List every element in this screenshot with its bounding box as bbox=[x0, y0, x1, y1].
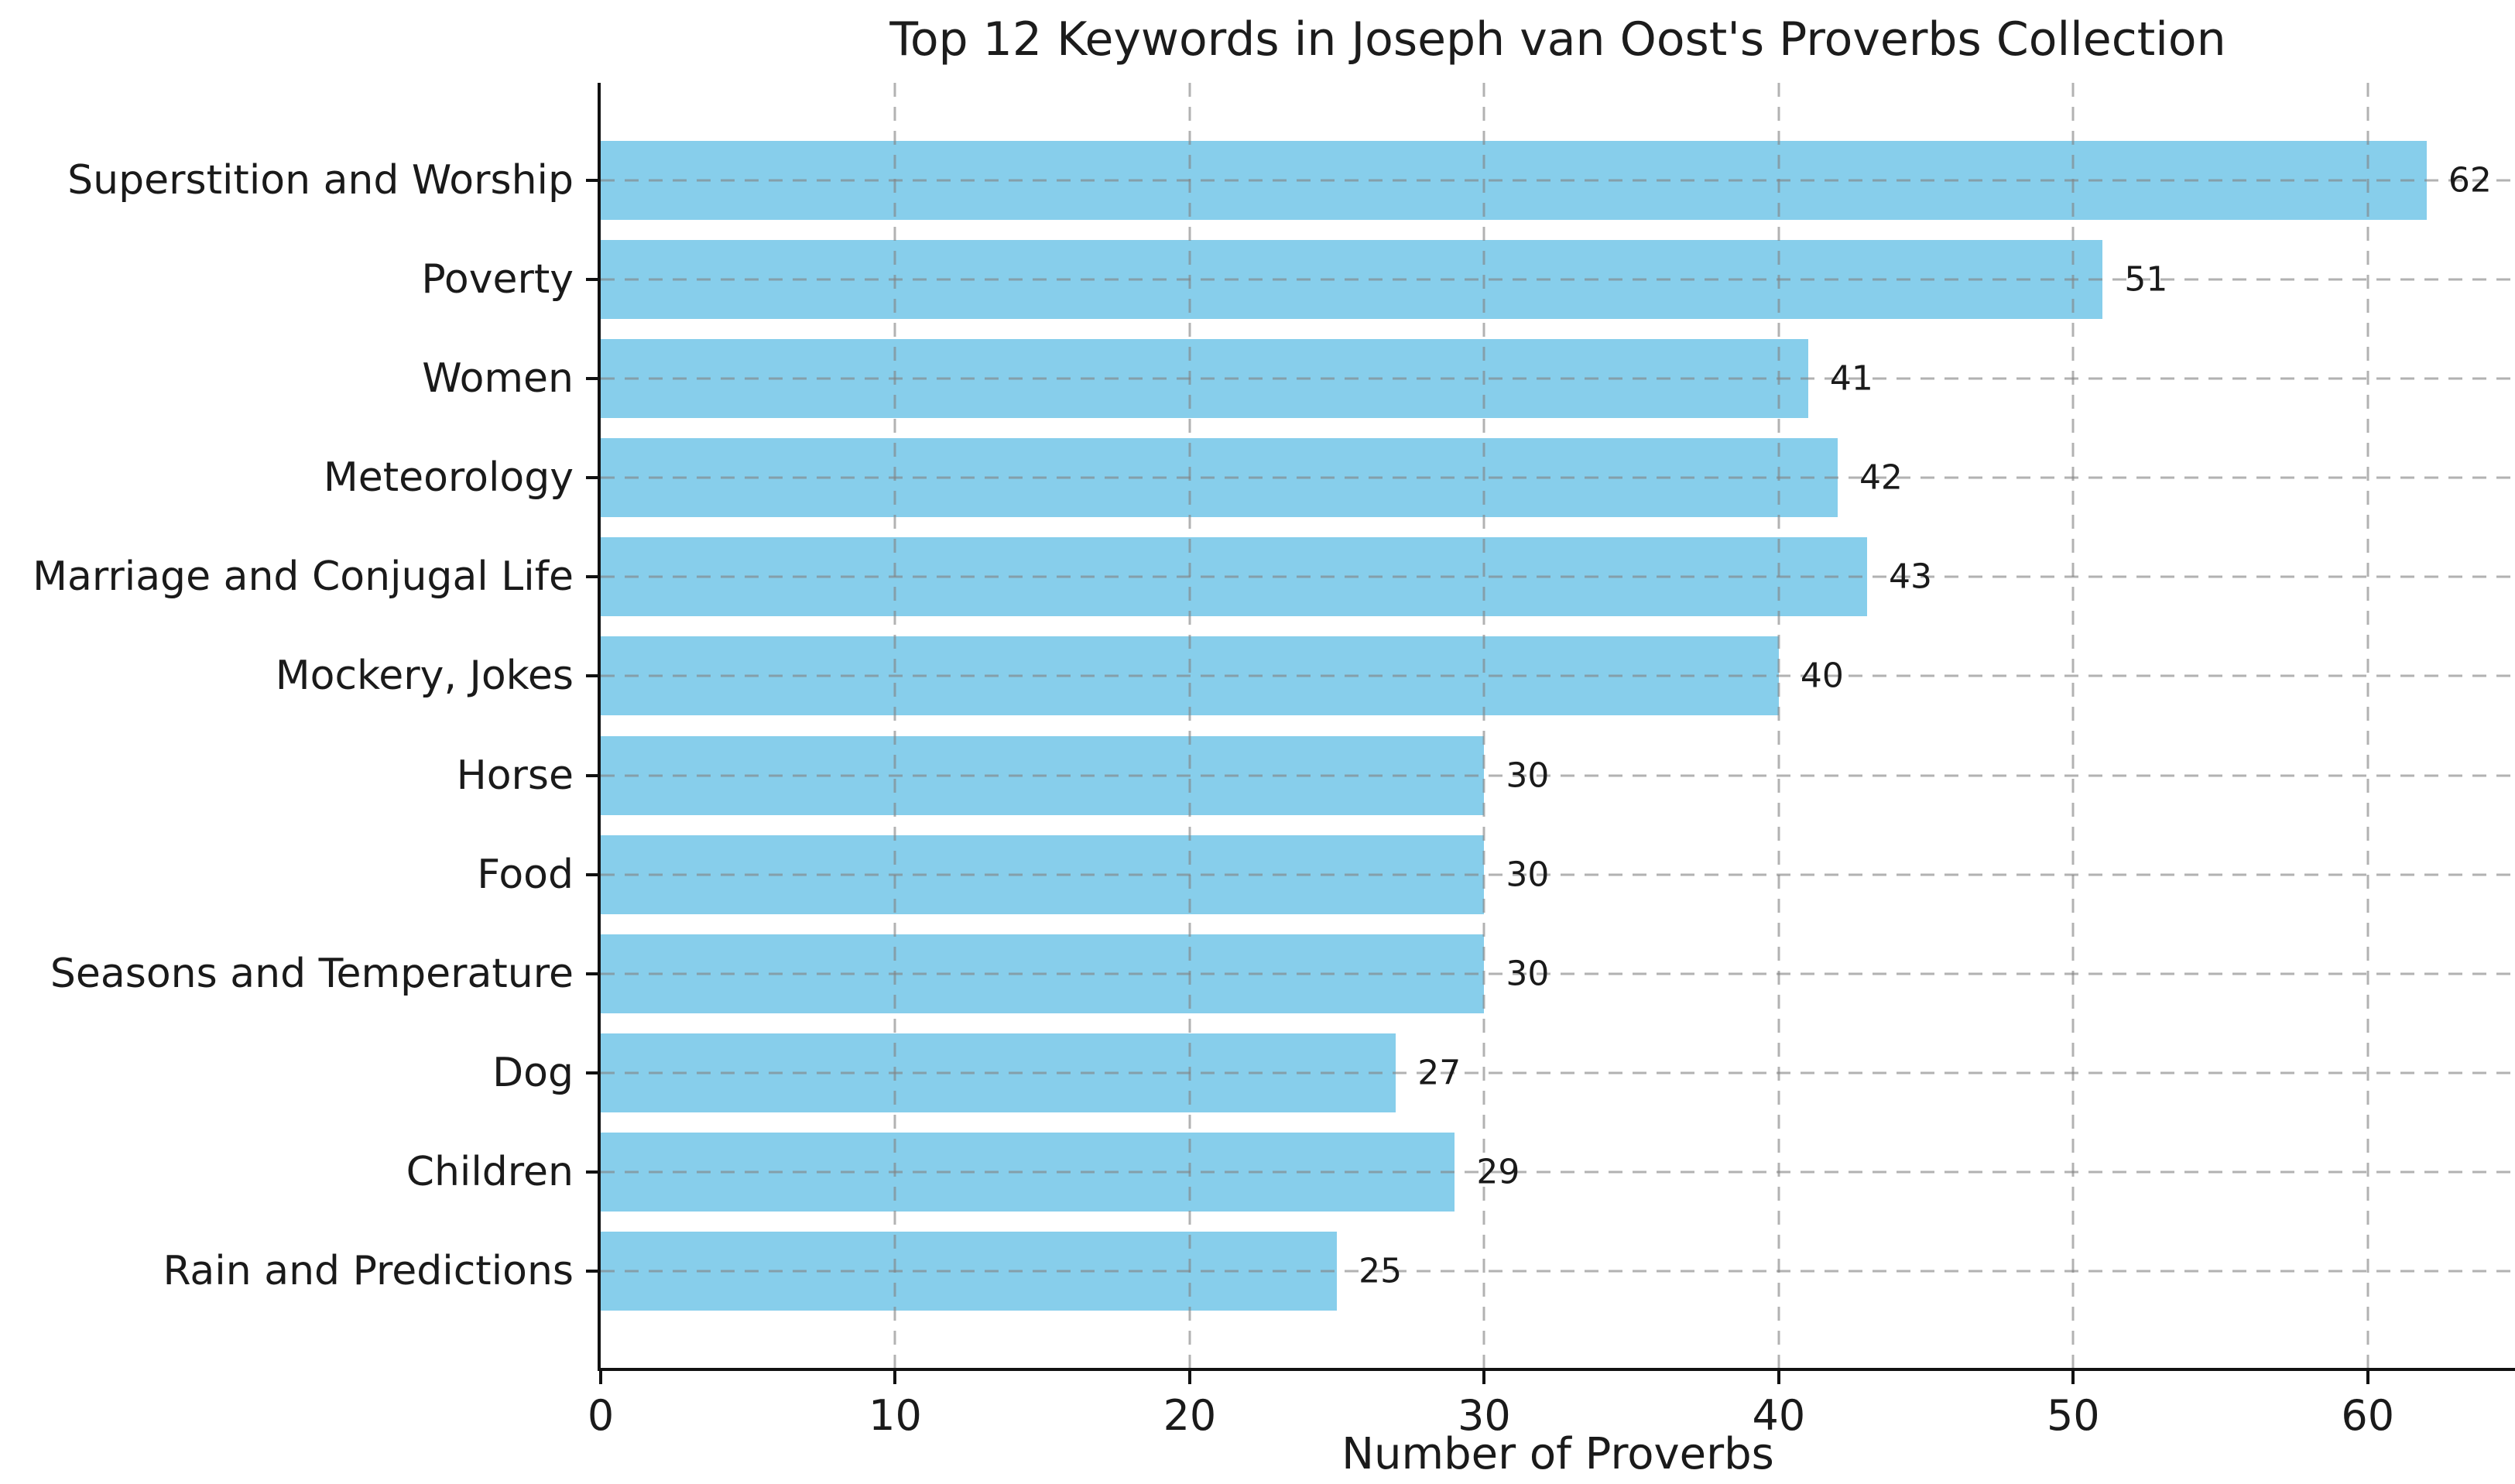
x-axis-tick-mark bbox=[1482, 1371, 1486, 1384]
x-axis-title: Number of Proverbs bbox=[1341, 1429, 1774, 1479]
y-axis-tick-mark bbox=[586, 872, 601, 876]
y-axis-category-labels: Superstition and Worship Poverty Women Mete… bbox=[0, 83, 574, 1368]
bar-value-label: 43 bbox=[1888, 557, 1932, 597]
y-axis-tick-mark bbox=[586, 1071, 601, 1074]
y-axis-spine bbox=[598, 83, 601, 1371]
horizontal-gridline bbox=[601, 575, 2515, 578]
y-axis-category-label: Dog bbox=[492, 1049, 574, 1096]
bar-value-label: 51 bbox=[2124, 259, 2168, 300]
x-axis-spine bbox=[598, 1368, 2515, 1371]
y-axis-category-label: Meteorology bbox=[323, 454, 574, 502]
horizontal-gridline bbox=[601, 774, 2515, 777]
vertical-gridline bbox=[1482, 83, 1485, 1368]
x-axis-tick-label: 30 bbox=[1458, 1391, 1511, 1440]
y-axis-category-label: Rain and Predictions bbox=[163, 1248, 574, 1294]
x-axis-tick-label: 50 bbox=[2046, 1391, 2100, 1440]
y-axis-category-label: Food bbox=[477, 851, 574, 898]
horizontal-gridline bbox=[601, 972, 2515, 975]
plot-area: 0 10 20 30 40 50 60 62 51 41 42 43 40 30 30 30 27 29 25 bbox=[586, 83, 2515, 1440]
y-axis-tick-mark bbox=[586, 278, 601, 282]
horizontal-gridline bbox=[601, 674, 2515, 677]
x-axis-tick-mark bbox=[2071, 1371, 2075, 1384]
bar-value-label: 30 bbox=[1506, 855, 1550, 895]
vertical-gridline bbox=[893, 83, 896, 1368]
horizontal-gridline bbox=[601, 179, 2515, 182]
y-axis-category-label: Superstition and Worship bbox=[67, 157, 574, 204]
horizontal-gridline bbox=[601, 1170, 2515, 1174]
y-axis-tick-mark bbox=[586, 179, 601, 182]
x-axis-tick-label: 20 bbox=[1163, 1391, 1217, 1440]
chart-title: Top 12 Keywords in Joseph van Oost's Pro… bbox=[889, 12, 2226, 67]
horizontal-gridline bbox=[601, 1270, 2515, 1273]
y-axis-category-label: Poverty bbox=[421, 256, 574, 303]
y-axis-tick-mark bbox=[586, 674, 601, 678]
y-axis-category-label: Horse bbox=[456, 752, 574, 799]
vertical-gridline bbox=[1188, 83, 1191, 1368]
horizontal-gridline bbox=[601, 278, 2515, 281]
bar-value-label: 41 bbox=[1829, 358, 1873, 399]
bar-value-label: 25 bbox=[1359, 1251, 1403, 1291]
x-axis-tick-mark bbox=[2366, 1371, 2369, 1384]
x-axis-tick-label: 40 bbox=[1752, 1391, 1806, 1440]
x-axis-tick-label: 60 bbox=[2341, 1391, 2395, 1440]
y-axis-tick-mark bbox=[586, 476, 601, 480]
x-axis-tick-mark bbox=[599, 1371, 602, 1384]
y-axis-tick-mark bbox=[586, 773, 601, 777]
bar-value-label: 30 bbox=[1506, 954, 1550, 994]
vertical-gridline bbox=[2366, 83, 2369, 1368]
x-axis-tick-mark bbox=[1777, 1371, 1780, 1384]
y-axis-category-label: Seasons and Temperature bbox=[50, 950, 574, 997]
x-axis-tick-label: 0 bbox=[587, 1391, 615, 1440]
horizontal-gridline bbox=[601, 476, 2515, 479]
y-axis-category-label: Women bbox=[422, 355, 574, 403]
x-axis-tick-mark bbox=[893, 1371, 897, 1384]
y-axis-category-label: Mockery, Jokes bbox=[275, 653, 574, 700]
x-axis-tick-label: 10 bbox=[869, 1391, 922, 1440]
vertical-gridline bbox=[1777, 83, 1780, 1368]
horizontal-gridline bbox=[601, 377, 2515, 380]
bar-value-label: 30 bbox=[1506, 756, 1550, 796]
y-axis-tick-mark bbox=[586, 1170, 601, 1174]
x-axis-tick-mark bbox=[1187, 1371, 1191, 1384]
vertical-gridline bbox=[2071, 83, 2075, 1368]
bar-value-label: 27 bbox=[1417, 1053, 1461, 1093]
y-axis-tick-mark bbox=[586, 972, 601, 975]
bar-value-label: 40 bbox=[1800, 656, 1844, 696]
bar-value-label: 29 bbox=[1476, 1152, 1520, 1192]
y-axis-category-label: Marriage and Conjugal Life bbox=[33, 554, 574, 601]
bar-value-label: 62 bbox=[2448, 160, 2492, 200]
y-axis-tick-mark bbox=[586, 575, 601, 579]
y-axis-tick-mark bbox=[586, 1270, 601, 1273]
y-axis-tick-mark bbox=[586, 377, 601, 381]
y-axis-category-label: Children bbox=[406, 1148, 574, 1195]
horizontal-gridline bbox=[601, 873, 2515, 876]
bar-value-label: 42 bbox=[1859, 458, 1903, 498]
horizontal-gridline bbox=[601, 1071, 2515, 1074]
